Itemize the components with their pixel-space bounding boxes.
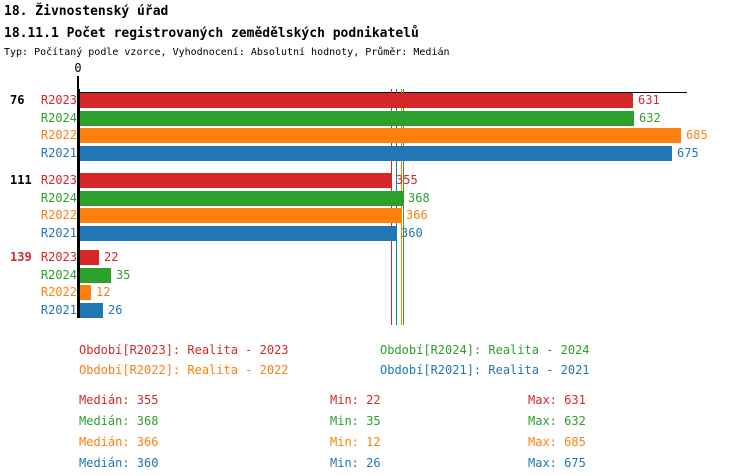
- bar-value-label: 355: [396, 173, 418, 187]
- bar-R2023: [80, 173, 391, 188]
- bar-value-label: 12: [96, 285, 111, 299]
- bar-R2023: [80, 93, 633, 108]
- median-line-R2023: [391, 89, 392, 325]
- stat-min-R2021: Min: 26: [330, 456, 381, 470]
- indicator-title: 18.11.1 Počet registrovaných zemědělskýc…: [4, 26, 419, 41]
- stat-min-R2024: Min: 35: [330, 414, 381, 428]
- stat-max-R2022: Max: 685: [528, 435, 586, 449]
- bar-row-label-R2021: R2021: [40, 303, 77, 317]
- bar-value-label: 26: [108, 303, 123, 317]
- bar-row-label-R2022: R2022: [40, 208, 77, 222]
- group-label: 111: [10, 173, 32, 187]
- bar-value-label: 632: [639, 111, 661, 125]
- bar-row-label-R2022: R2022: [40, 285, 77, 299]
- bar-row-label-R2023: R2023: [40, 250, 77, 264]
- axis-origin-tick: [77, 76, 79, 89]
- median-line-R2024: [403, 89, 404, 325]
- group-label: 139: [10, 250, 32, 264]
- bar-value-label: 631: [638, 93, 660, 107]
- axis-top-line: [77, 92, 687, 93]
- legend-item-R2024: Období[R2024]: Realita - 2024: [380, 343, 590, 357]
- bar-row-label-R2021: R2021: [40, 146, 77, 160]
- bar-R2021: [80, 303, 103, 318]
- stat-min-R2022: Min: 12: [330, 435, 381, 449]
- bar-R2022: [80, 208, 401, 223]
- bar-row-label-R2021: R2021: [40, 226, 77, 240]
- report-section-title: 18. Živnostenský úřad: [4, 4, 169, 19]
- stat-median-R2023: Medián: 355: [79, 393, 159, 407]
- bar-row-label-R2023: R2023: [40, 173, 77, 187]
- bar-row-label-R2024: R2024: [40, 191, 77, 205]
- legend-item-R2021: Období[R2021]: Realita - 2021: [380, 363, 590, 377]
- stat-min-R2023: Min: 22: [330, 393, 381, 407]
- bar-R2022: [80, 128, 681, 143]
- bar-R2023: [80, 250, 99, 265]
- bar-R2021: [80, 146, 672, 161]
- bar-value-label: 22: [104, 250, 119, 264]
- stat-max-R2021: Max: 675: [528, 456, 586, 470]
- bar-R2024: [80, 111, 634, 126]
- bar-value-label: 368: [408, 191, 430, 205]
- indicator-subtitle: Typ: Počítaný podle vzorce, Vyhodnocení:…: [4, 47, 450, 58]
- bar-row-label-R2024: R2024: [40, 111, 77, 125]
- stat-max-R2023: Max: 631: [528, 393, 586, 407]
- median-line-R2021: [396, 89, 397, 325]
- bar-value-label: 675: [677, 146, 699, 160]
- legend-item-R2022: Období[R2022]: Realita - 2022: [79, 363, 289, 377]
- legend-item-R2023: Období[R2023]: Realita - 2023: [79, 343, 289, 357]
- bar-value-label: 35: [116, 268, 131, 282]
- bar-row-label-R2022: R2022: [40, 128, 77, 142]
- axis-left-line: [77, 89, 80, 318]
- bar-row-label-R2023: R2023: [40, 93, 77, 107]
- bar-R2024: [80, 191, 403, 206]
- bar-value-label: 360: [401, 226, 423, 240]
- stat-max-R2024: Max: 632: [528, 414, 586, 428]
- bar-R2022: [80, 285, 91, 300]
- stat-median-R2024: Medián: 368: [79, 414, 159, 428]
- median-line-R2022: [401, 89, 402, 325]
- bar-R2024: [80, 268, 111, 283]
- group-label: 76: [10, 93, 25, 107]
- bar-R2021: [80, 226, 396, 241]
- bar-value-label: 685: [686, 128, 708, 142]
- bar-value-label: 366: [406, 208, 428, 222]
- stat-median-R2021: Medián: 360: [79, 456, 159, 470]
- bar-row-label-R2024: R2024: [40, 268, 77, 282]
- axis-origin-label: 0: [74, 61, 82, 75]
- stat-median-R2022: Medián: 366: [79, 435, 159, 449]
